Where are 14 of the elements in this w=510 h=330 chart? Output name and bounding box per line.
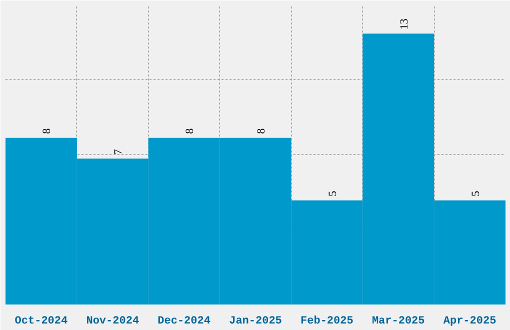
- data-label: 13: [398, 18, 410, 30]
- data-label: 8: [41, 128, 54, 134]
- x-tick-label: Feb-2025: [300, 316, 354, 328]
- x-tick-label: Apr-2025: [443, 316, 497, 328]
- data-label: 8: [256, 128, 268, 134]
- x-tick-label: Mar-2025: [372, 316, 426, 328]
- data-label: 5: [326, 190, 339, 196]
- data-label: 8: [184, 128, 196, 134]
- x-tick-label: Nov-2024: [86, 316, 140, 328]
- x-tick-label: Jan-2025: [229, 316, 282, 328]
- x-tick-label: Oct-2024: [14, 316, 68, 328]
- data-label: 7: [112, 148, 125, 155]
- x-tick-label: Dec-2024: [158, 316, 211, 328]
- data-label: 5: [470, 190, 482, 196]
